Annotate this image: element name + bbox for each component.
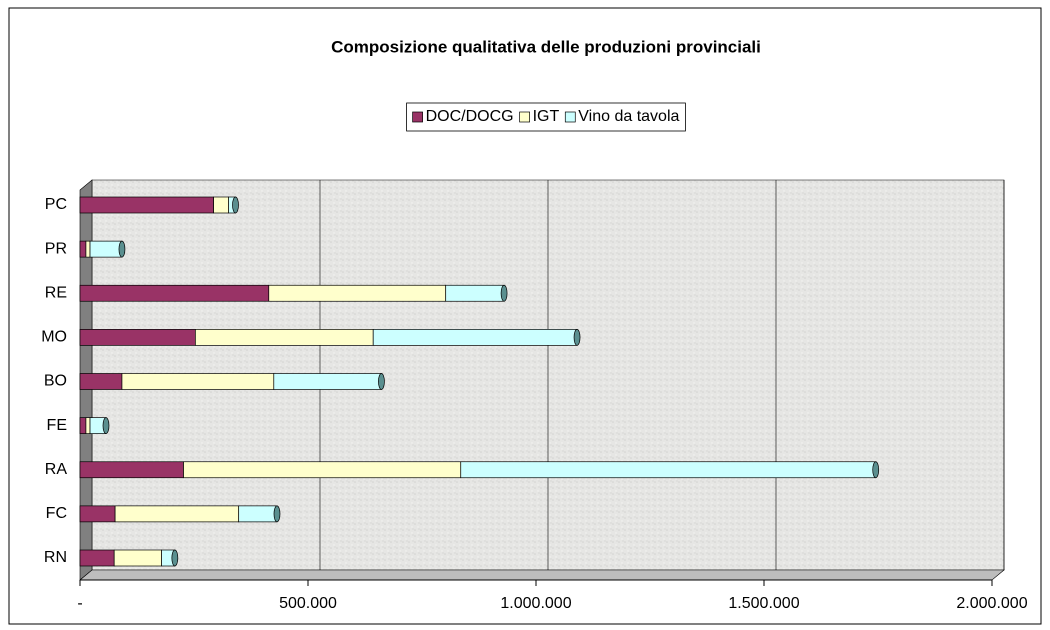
- y-tick-label: MO: [41, 329, 67, 346]
- bar-cap: [573, 329, 581, 346]
- bar-segment: [183, 461, 462, 479]
- legend: DOC/DOCG IGT Vino da tavola: [406, 102, 686, 132]
- bar-cap: [500, 284, 508, 302]
- legend-label: DOC/DOCG: [426, 108, 514, 125]
- bar-cap: [102, 417, 110, 434]
- x-tick-label: -: [77, 595, 82, 612]
- y-tick-label: PC: [45, 196, 67, 213]
- y-tick-label: FE: [47, 417, 67, 434]
- bar-segment: [213, 196, 230, 214]
- y-tick-label: RN: [44, 549, 67, 566]
- x-tick-label: 500.000: [279, 595, 337, 612]
- bar-segment: [273, 373, 382, 390]
- legend-swatch: [564, 111, 576, 123]
- bar-segment: [79, 505, 116, 523]
- bar-segment: [79, 549, 115, 567]
- bar-segment: [268, 284, 447, 302]
- x-tick-label: 1.000.000: [500, 595, 571, 612]
- x-tick-label: 2.000.000: [956, 595, 1027, 612]
- bar-segment: [79, 329, 196, 346]
- legend-swatch: [412, 111, 423, 123]
- bar-cap: [273, 505, 281, 523]
- y-tick-label: FC: [46, 505, 67, 522]
- bar-segment: [445, 284, 505, 302]
- legend-swatch: [519, 111, 530, 123]
- bar-segment: [372, 329, 578, 346]
- bar-segment: [79, 461, 184, 479]
- bar-segment: [85, 417, 91, 434]
- bar-segment: [89, 240, 123, 258]
- y-tick-label: RA: [45, 461, 68, 478]
- bar-segment: [79, 240, 87, 258]
- bar-segment: [238, 505, 278, 523]
- bar-segment: [85, 240, 91, 258]
- bar-segment: [79, 196, 214, 214]
- bar-segment: [79, 373, 123, 390]
- y-tick-label: PR: [45, 240, 67, 257]
- bar-segment: [460, 461, 877, 479]
- bar-cap: [171, 549, 179, 567]
- bar-segment: [114, 505, 240, 523]
- bar-cap: [872, 461, 880, 479]
- bar-segment: [121, 373, 275, 390]
- x-tick-label: 1.500.000: [728, 595, 799, 612]
- bar-segment: [195, 329, 374, 346]
- bar-cap: [232, 196, 239, 214]
- bar-segment: [113, 549, 162, 567]
- y-tick-label: BO: [44, 373, 67, 390]
- y-tick-label: RE: [45, 284, 67, 301]
- bar-segment: [79, 417, 87, 434]
- bar-segment: [79, 284, 270, 302]
- legend-label: IGT: [533, 108, 560, 125]
- legend-box: [406, 102, 686, 132]
- chart-title: Composizione qualitativa delle produzion…: [331, 37, 761, 56]
- bar-cap: [378, 373, 385, 390]
- bar-cap: [118, 240, 126, 258]
- floor: [79, 569, 1005, 581]
- legend-label: Vino da tavola: [578, 108, 679, 125]
